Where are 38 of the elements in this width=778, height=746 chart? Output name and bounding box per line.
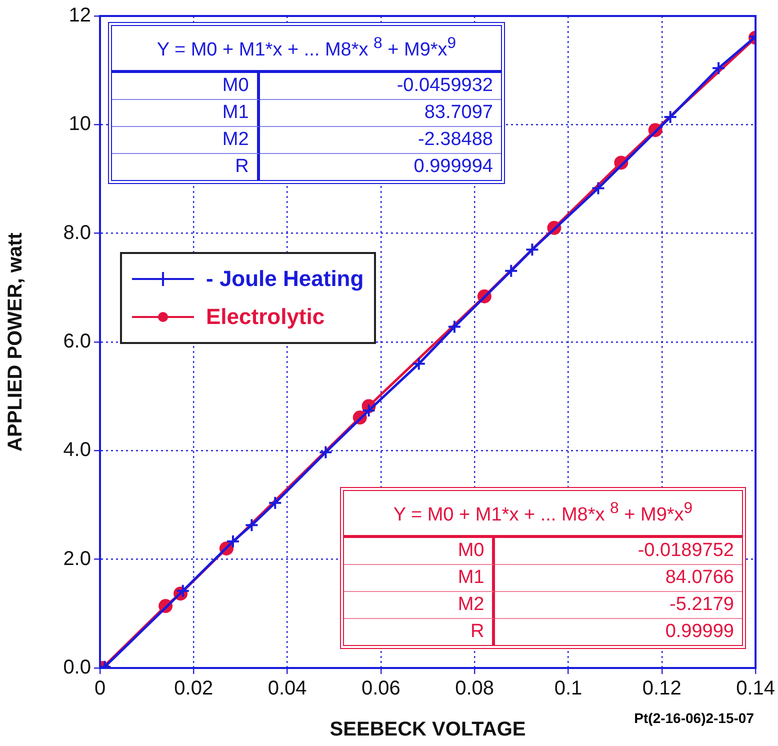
annotation: 83.7097 <box>260 100 501 127</box>
annotation: Y = M0 + M1*x + ... M8*x $^{8}$ + M9*x$^{9}$ <box>112 26 501 73</box>
x-tick-label: 0 <box>94 678 106 700</box>
annotation: M0 <box>112 73 260 100</box>
legend-label: - Joule Heating <box>206 266 364 292</box>
y-tick-label: 10 <box>68 113 91 136</box>
annotation: 84.0766 <box>495 565 742 592</box>
annotation: Y = M0 + M1*x + ... M8*x $^{8}$ + M9*x$^{9}$ <box>344 491 742 538</box>
legend-label: Electrolytic <box>206 304 325 330</box>
annotation: 0.999994 <box>412 155 494 179</box>
annotation: M2 <box>344 592 496 619</box>
x-tick-label: 0.08 <box>455 678 494 700</box>
x-tick-label: 0.02 <box>174 678 214 700</box>
x-tick-label: 0.14 <box>736 678 776 700</box>
y-tick-label: 12 <box>68 4 91 27</box>
y-tick-label: 8.0 <box>63 222 91 244</box>
x-tick-label: 0.12 <box>642 678 682 700</box>
annotation: 0.99999 <box>664 620 735 644</box>
y-tick-label: 0.0 <box>63 656 91 679</box>
annotation: M2 <box>112 127 260 154</box>
annotation: -5.2179 <box>495 592 742 619</box>
annotation: M1 <box>112 100 260 127</box>
annotation: M0 <box>344 538 496 565</box>
annotation: -0.0189752 <box>495 538 742 565</box>
annotation: -0.0459932 <box>260 73 501 100</box>
x-tick-label: 0.1 <box>554 678 582 700</box>
annotation: R <box>344 619 496 645</box>
x-tick-label: 0.06 <box>361 678 400 700</box>
annotation: R <box>112 154 260 180</box>
text: Pt(2-16-06)2-15-07 <box>634 710 754 726</box>
annotation: M1 <box>344 565 496 592</box>
x-tick-label: 0.04 <box>268 678 307 700</box>
x-axis-title: SEEBECK VOLTAGE <box>330 718 526 741</box>
annotation: -2.38488 <box>260 127 501 154</box>
y-axis-title: APPLIED POWER, watt <box>4 232 27 452</box>
y-tick-label: 2.0 <box>63 548 91 570</box>
y-tick-label: 6.0 <box>63 330 91 353</box>
y-tick-label: 4.0 <box>63 439 91 462</box>
